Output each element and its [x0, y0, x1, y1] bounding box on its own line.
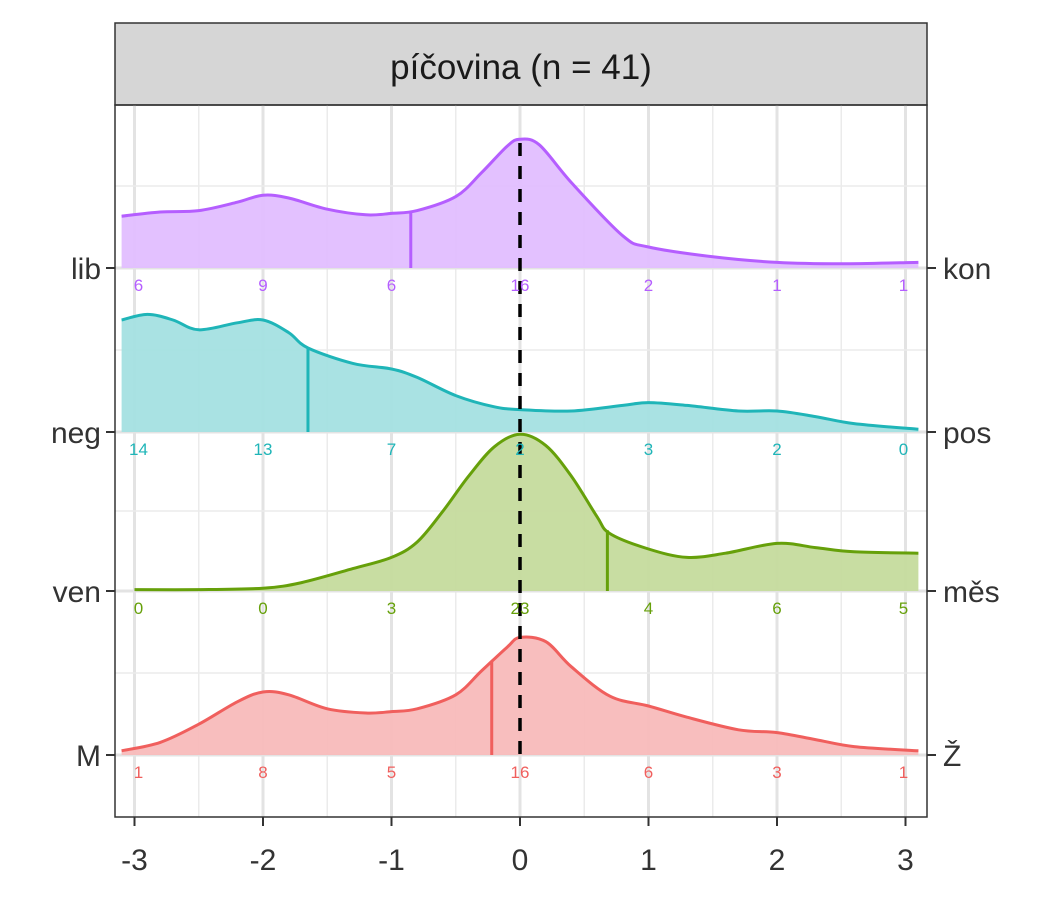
count-label: 1	[772, 276, 781, 295]
count-label: 0	[134, 599, 143, 618]
ridge-neg-pos	[121, 312, 919, 432]
count-label: 13	[254, 440, 273, 459]
y-label-left: neg	[51, 417, 101, 450]
y-label-left: lib	[71, 253, 101, 286]
count-label: 1	[899, 276, 908, 295]
density-line	[121, 312, 919, 431]
x-tick-label: 2	[769, 844, 786, 877]
count-label: 1	[899, 763, 908, 782]
count-label: 2	[772, 440, 781, 459]
y-label-left: ven	[53, 576, 101, 609]
y-axis-left: lib neg ven M	[51, 253, 115, 773]
y-label-right: měs	[943, 576, 1000, 609]
x-tick-label: -1	[378, 844, 405, 877]
x-tick-label: 1	[640, 844, 657, 877]
density-area	[121, 138, 919, 268]
y-label-right: kon	[943, 253, 991, 286]
y-label-right: pos	[943, 417, 991, 450]
chart-title: píčovina (n = 41)	[390, 48, 652, 87]
count-label: 16	[511, 763, 530, 782]
count-label: 0	[899, 440, 908, 459]
x-tick-label: 0	[512, 844, 529, 877]
y-label-right: Ž	[943, 740, 961, 773]
count-label: 6	[134, 276, 143, 295]
count-label: 7	[387, 440, 396, 459]
count-label: 3	[772, 763, 781, 782]
count-label: 6	[644, 763, 653, 782]
count-label: 16	[511, 276, 530, 295]
ridge-ven-měs	[134, 432, 919, 592]
x-tick-label: -3	[121, 844, 148, 877]
count-label: 2	[515, 440, 524, 459]
x-tick-label: -2	[250, 844, 277, 877]
y-label-left: M	[76, 740, 101, 773]
count-label: 2	[644, 276, 653, 295]
ridge-lib-kon	[121, 137, 919, 268]
count-label: 8	[258, 763, 267, 782]
count-label: 1	[134, 763, 143, 782]
density-area	[134, 434, 919, 591]
count-label: 5	[899, 599, 908, 618]
count-label: 6	[387, 276, 396, 295]
x-tick-label: 3	[897, 844, 914, 877]
density-area	[121, 314, 919, 432]
count-label: 4	[644, 599, 653, 618]
strip-background	[114, 22, 928, 106]
count-label: 23	[511, 599, 530, 618]
count-label: 0	[258, 599, 267, 618]
density-line	[121, 137, 919, 266]
count-labels: 0 0 3 23 4 6 51 8 5 16 6 3 114 13 7 2 3 2 06 9 6 16 2 1 1	[129, 276, 908, 782]
count-label: 5	[387, 763, 396, 782]
y-axis-right: kon pos měs Ž	[927, 253, 1000, 773]
count-label: 9	[258, 276, 267, 295]
plot-panel: 0 0 3 23 4 6 51 8 5 16 6 3 114 13 7 2 3 2 06 9 6 16 2 1 1	[114, 104, 928, 818]
count-label: 6	[772, 599, 781, 618]
density-line	[134, 432, 919, 592]
density-line	[121, 635, 919, 753]
count-label: 3	[644, 440, 653, 459]
count-label: 3	[387, 599, 396, 618]
count-label: 14	[129, 440, 148, 459]
x-axis: -3 -2 -1 0 1 2 3	[121, 817, 914, 877]
